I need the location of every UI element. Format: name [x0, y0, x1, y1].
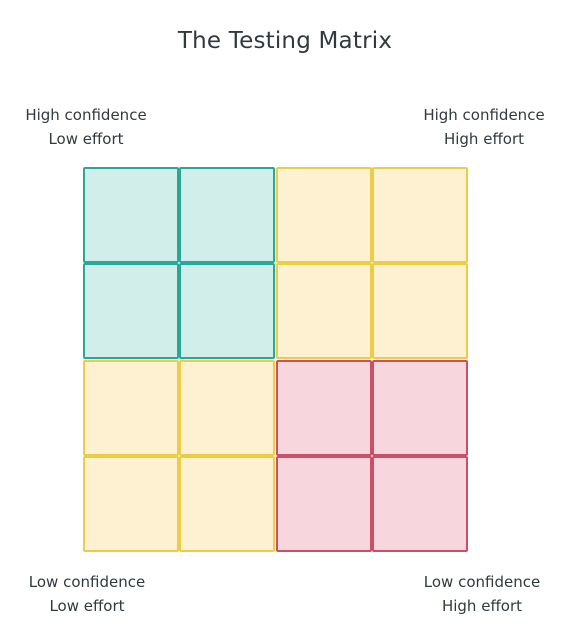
- matrix-cell-red: [372, 456, 468, 552]
- matrix-cell-yellow: [372, 167, 468, 263]
- corner-label-line: High effort: [441, 597, 523, 615]
- matrix-cell-green: [179, 167, 275, 263]
- label-low-confidence-high-effort: Low confidence High effort: [412, 570, 552, 618]
- label-low-confidence-low-effort: Low confidence Low effort: [17, 570, 157, 618]
- corner-label-line: High confidence: [423, 106, 545, 124]
- matrix-cell-yellow: [276, 263, 372, 359]
- matrix-cell-green: [83, 167, 179, 263]
- matrix-cell-yellow: [179, 456, 275, 552]
- corner-label-line: High effort: [443, 130, 525, 148]
- matrix-cell-red: [372, 360, 468, 456]
- matrix-cell-yellow: [179, 360, 275, 456]
- corner-label-line: Low effort: [48, 130, 124, 148]
- matrix-cell-yellow: [83, 456, 179, 552]
- matrix-cell-red: [276, 360, 372, 456]
- matrix-cell-yellow: [372, 263, 468, 359]
- matrix-cell-yellow: [276, 167, 372, 263]
- matrix-cell-red: [276, 456, 372, 552]
- matrix-cell-green: [179, 263, 275, 359]
- corner-label-line: Low confidence: [423, 573, 541, 591]
- testing-matrix-grid: [83, 167, 469, 553]
- page-title: The Testing Matrix: [177, 28, 393, 54]
- corner-label-line: Low effort: [49, 597, 125, 615]
- label-high-confidence-low-effort: High confidence Low effort: [16, 103, 156, 151]
- corner-label-line: Low confidence: [28, 573, 146, 591]
- corner-label-line: High confidence: [25, 106, 147, 124]
- matrix-cell-green: [83, 263, 179, 359]
- matrix-cell-yellow: [83, 360, 179, 456]
- label-high-confidence-high-effort: High confidence High effort: [414, 103, 554, 151]
